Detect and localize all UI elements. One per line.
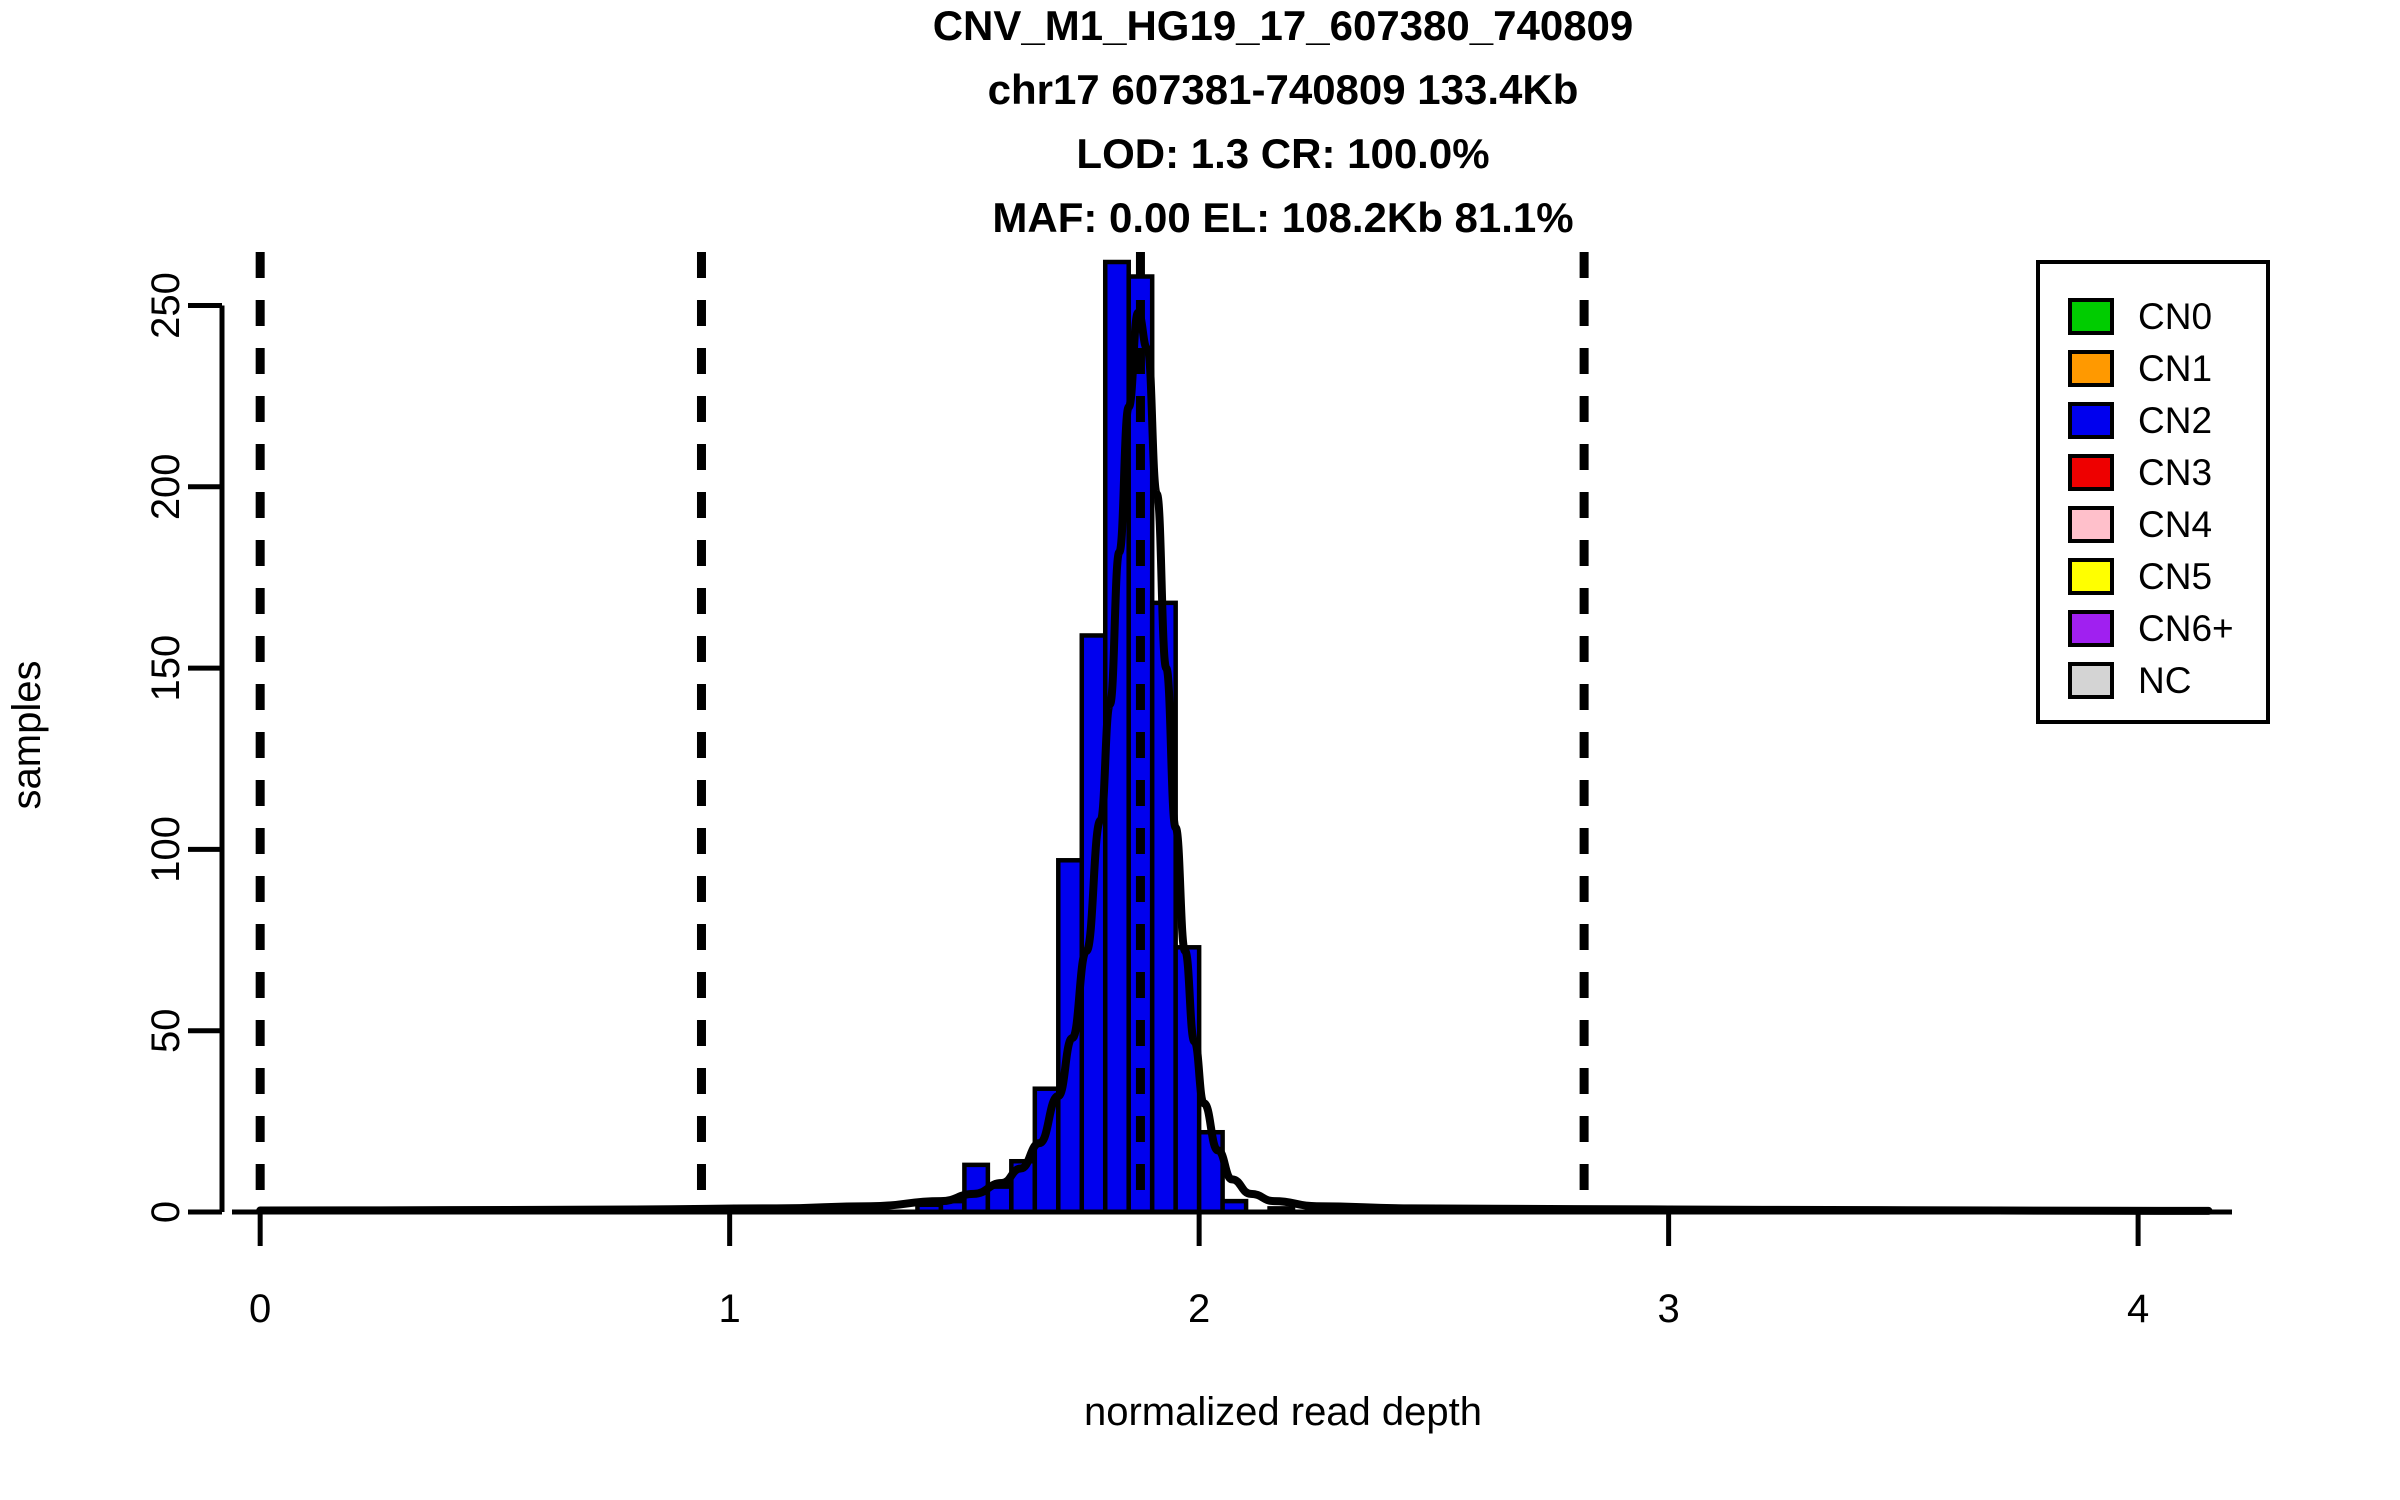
- y-tick-label: 250: [144, 272, 188, 339]
- density-curve: [256, 308, 2213, 1215]
- legend-swatch-cn1[interactable]: [2068, 350, 2114, 387]
- y-tick-label: 100: [144, 816, 188, 883]
- title-line-1: CNV_M1_HG19_17_607380_740809: [933, 2, 1634, 49]
- y-axis-title: samples: [5, 661, 49, 810]
- legend-swatch-cn5[interactable]: [2068, 558, 2114, 595]
- y-axis-ticks: 0 50 100 150 200 250: [144, 272, 222, 1223]
- plot-title-block: CNV_M1_HG19_17_607380_740809 chr17 60738…: [933, 2, 1634, 241]
- y-tick-label: 150: [144, 635, 188, 702]
- x-axis-ticks: 0 1 2 3 4: [249, 1212, 2149, 1331]
- x-axis: 0 1 2 3 4 normalized read depth: [232, 1209, 2232, 1434]
- legend-label-cn2: CN2: [2138, 400, 2212, 441]
- plot-area: [255, 252, 2213, 1215]
- legend-swatch-cn3[interactable]: [2068, 454, 2114, 491]
- x-tick-label: 2: [1188, 1287, 1210, 1331]
- legend: CN0 CN1 CN2 CN3 CN4 CN5 CN6+ NC: [2036, 260, 2270, 724]
- x-tick-label: 0: [249, 1287, 271, 1331]
- x-tick-label: 4: [2127, 1287, 2149, 1331]
- legend-label-cn5: CN5: [2138, 556, 2212, 597]
- legend-swatch-nc[interactable]: [2068, 662, 2114, 699]
- y-axis: 0 50 100 150 200 250 samples: [5, 272, 225, 1223]
- title-line-4: MAF: 0.00 EL: 108.2Kb 81.1%: [992, 194, 1573, 241]
- reference-lines: [255, 252, 1589, 1212]
- legend-items: CN0 CN1 CN2 CN3 CN4 CN5 CN6+ NC: [2068, 296, 2234, 701]
- histogram-bars: [610, 259, 1742, 1215]
- legend-label-cn1: CN1: [2138, 348, 2212, 389]
- legend-label-cn4: CN4: [2138, 504, 2212, 545]
- title-line-3: LOD: 1.3 CR: 100.0%: [1076, 130, 1489, 177]
- y-tick-label: 50: [144, 1008, 188, 1053]
- x-tick-label: 3: [1657, 1287, 1679, 1331]
- legend-swatch-cn0[interactable]: [2068, 298, 2114, 335]
- x-axis-title: normalized read depth: [1084, 1390, 1482, 1434]
- legend-swatch-cn6plus[interactable]: [2068, 610, 2114, 647]
- x-tick-label: 1: [719, 1287, 741, 1331]
- legend-label-cn3: CN3: [2138, 452, 2212, 493]
- legend-swatch-cn2[interactable]: [2068, 402, 2114, 439]
- legend-label-nc: NC: [2138, 660, 2191, 701]
- y-tick-label: 0: [144, 1201, 188, 1223]
- legend-label-cn6plus: CN6+: [2138, 608, 2234, 649]
- legend-swatch-cn4[interactable]: [2068, 506, 2114, 543]
- y-tick-label: 200: [144, 453, 188, 520]
- legend-label-cn0: CN0: [2138, 296, 2212, 337]
- title-line-2: chr17 607381-740809 133.4Kb: [988, 66, 1579, 113]
